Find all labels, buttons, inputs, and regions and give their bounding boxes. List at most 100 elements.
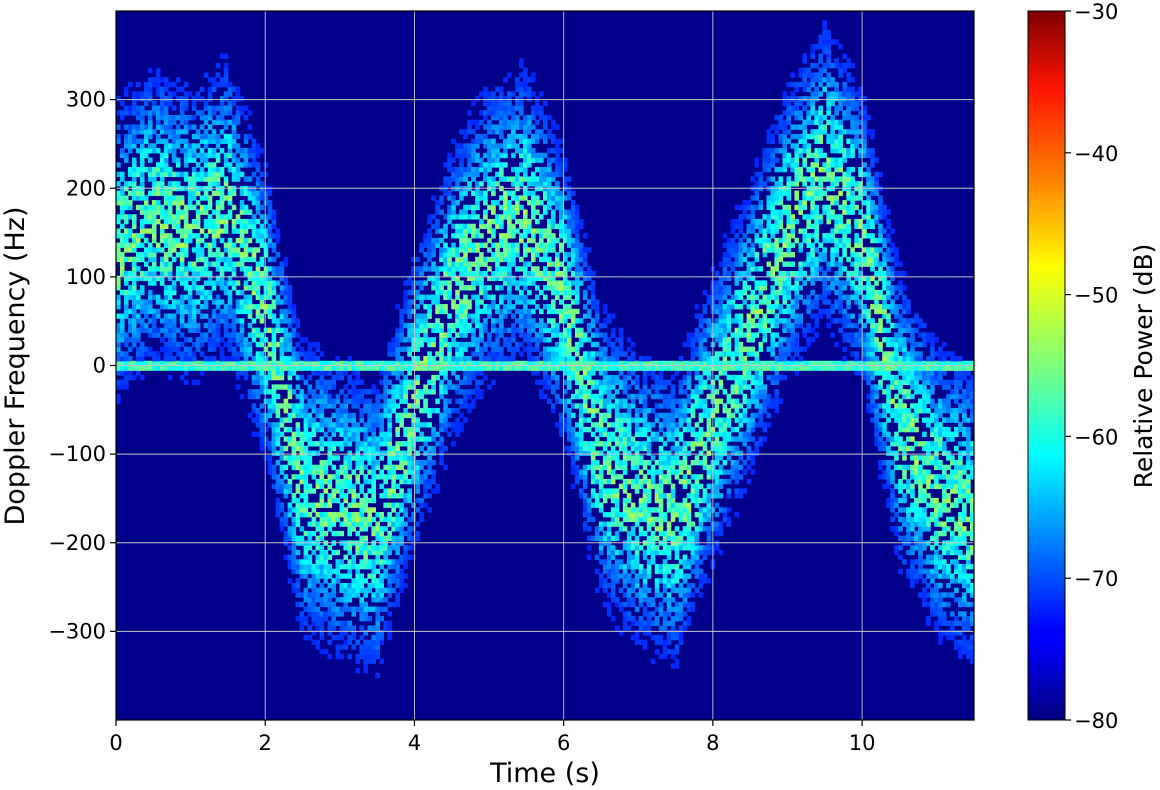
heatmap-cell bbox=[590, 445, 596, 452]
heatmap-cell bbox=[155, 138, 161, 144]
heatmap-cell bbox=[311, 351, 317, 357]
heatmap-cell bbox=[511, 337, 516, 343]
heatmap-cell bbox=[527, 346, 532, 352]
heatmap-cell bbox=[411, 341, 416, 348]
heatmap-cell bbox=[151, 237, 157, 244]
heatmap-cell bbox=[203, 360, 209, 367]
heatmap-cell bbox=[291, 412, 297, 419]
heatmap-cell bbox=[163, 242, 169, 248]
heatmap-cell bbox=[271, 351, 277, 357]
heatmap-cell bbox=[123, 91, 129, 97]
heatmap-cell bbox=[151, 176, 157, 182]
heatmap-cell bbox=[303, 634, 309, 641]
heatmap-cell bbox=[399, 384, 404, 390]
heatmap-cell bbox=[562, 313, 568, 319]
heatmap-cell bbox=[139, 157, 145, 163]
heatmap-cell bbox=[167, 242, 173, 248]
heatmap-cell bbox=[415, 270, 420, 277]
heatmap-cell bbox=[439, 422, 444, 428]
heatmap-cell bbox=[427, 337, 432, 343]
heatmap-cell bbox=[582, 304, 588, 310]
heatmap-cell bbox=[558, 280, 564, 286]
heatmap-cell bbox=[331, 582, 337, 589]
heatmap-cell bbox=[139, 289, 145, 296]
heatmap-cell bbox=[387, 426, 392, 433]
heatmap-cell bbox=[239, 148, 245, 154]
heatmap-cell bbox=[323, 592, 329, 598]
heatmap-cell bbox=[395, 512, 400, 518]
heatmap-cell bbox=[391, 346, 396, 352]
heatmap-cell bbox=[558, 247, 564, 253]
heatmap-cell bbox=[586, 393, 592, 400]
heatmap-cell bbox=[119, 252, 125, 258]
heatmap-cell bbox=[578, 493, 584, 499]
heatmap-cell bbox=[251, 417, 257, 423]
heatmap-cell bbox=[147, 148, 153, 154]
heatmap-cell bbox=[163, 166, 169, 173]
heatmap-cell bbox=[503, 143, 508, 149]
heatmap-cell bbox=[574, 346, 580, 352]
heatmap-cell bbox=[291, 460, 297, 466]
heatmap-cell bbox=[578, 374, 584, 381]
heatmap-cell bbox=[231, 176, 237, 182]
heatmap-cell bbox=[594, 422, 600, 428]
heatmap-cell bbox=[311, 431, 317, 437]
heatmap-cell bbox=[283, 327, 289, 334]
heatmap-cell bbox=[367, 389, 372, 395]
heatmap-cell bbox=[519, 318, 524, 324]
heatmap-cell bbox=[167, 190, 173, 196]
heatmap-cell bbox=[359, 616, 365, 622]
heatmap-cell bbox=[223, 285, 229, 291]
heatmap-cell bbox=[179, 280, 185, 286]
heatmap-cell bbox=[375, 644, 380, 650]
heatmap-cell bbox=[327, 611, 333, 617]
heatmap-cell bbox=[391, 360, 396, 367]
heatmap-cell bbox=[355, 441, 361, 447]
heatmap-cell bbox=[590, 412, 596, 419]
heatmap-cell bbox=[279, 266, 285, 272]
heatmap-cell bbox=[383, 412, 388, 419]
heatmap-cell bbox=[287, 483, 293, 489]
heatmap-cell bbox=[215, 81, 221, 88]
heatmap-cell bbox=[195, 171, 201, 178]
heatmap-cell bbox=[475, 389, 480, 395]
heatmap-cell bbox=[167, 247, 173, 253]
heatmap-cell bbox=[495, 360, 500, 367]
heatmap-cell bbox=[303, 337, 309, 343]
heatmap-cell bbox=[323, 564, 329, 570]
heatmap-cell bbox=[315, 341, 321, 348]
heatmap-cell bbox=[550, 289, 556, 296]
heatmap-cell bbox=[594, 497, 600, 504]
heatmap-cell bbox=[487, 162, 492, 168]
heatmap-cell bbox=[199, 204, 205, 211]
heatmap-cell bbox=[231, 318, 237, 324]
heatmap-cell bbox=[199, 256, 205, 263]
heatmap-cell bbox=[239, 223, 245, 230]
heatmap-cell bbox=[151, 105, 157, 111]
heatmap-cell bbox=[116, 124, 121, 130]
heatmap-cell bbox=[307, 365, 313, 371]
heatmap-cell bbox=[175, 275, 181, 282]
heatmap-cell bbox=[263, 304, 269, 310]
heatmap-cell bbox=[327, 526, 333, 532]
heatmap-cell bbox=[291, 445, 297, 452]
heatmap-cell bbox=[191, 285, 197, 291]
heatmap-cell bbox=[383, 441, 388, 447]
heatmap-cell bbox=[187, 143, 193, 149]
heatmap-cell bbox=[431, 223, 436, 230]
heatmap-cell bbox=[423, 266, 428, 272]
heatmap-cell bbox=[491, 228, 496, 234]
heatmap-cell bbox=[307, 341, 313, 348]
heatmap-cell bbox=[427, 412, 432, 419]
heatmap-cell bbox=[183, 129, 189, 135]
heatmap-cell bbox=[363, 360, 369, 367]
heatmap-cell bbox=[123, 379, 129, 386]
heatmap-cell bbox=[311, 573, 317, 579]
heatmap-cell bbox=[295, 549, 301, 556]
heatmap-cell bbox=[335, 417, 341, 423]
heatmap-cell bbox=[570, 356, 576, 362]
heatmap-cell bbox=[395, 431, 400, 437]
heatmap-cell bbox=[471, 228, 476, 234]
heatmap-cell bbox=[195, 176, 201, 182]
heatmap-cell bbox=[435, 289, 440, 296]
